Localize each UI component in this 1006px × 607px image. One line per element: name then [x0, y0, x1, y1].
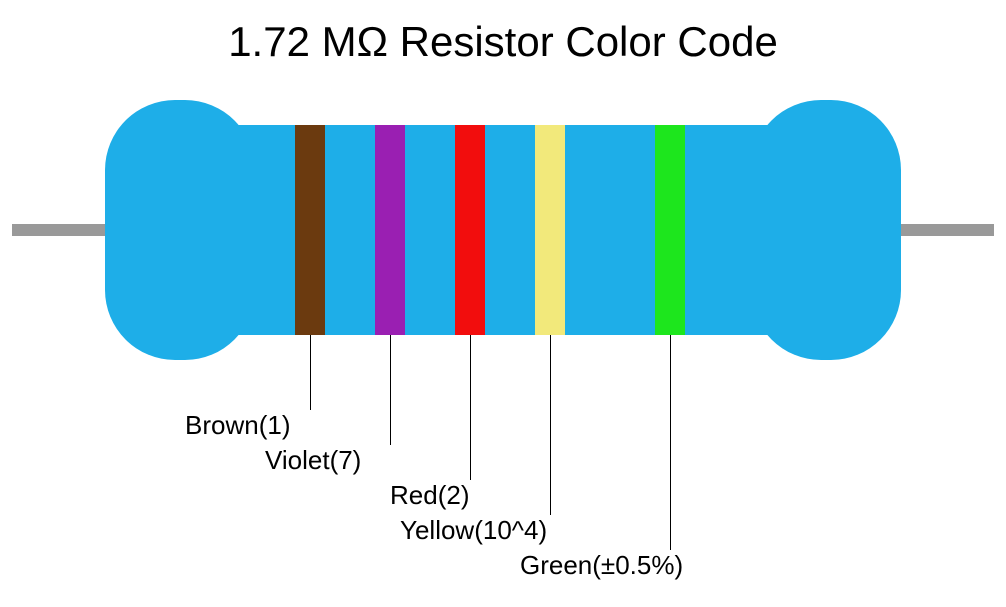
- label-red: Red(2): [390, 480, 469, 511]
- leader-brown: [310, 335, 311, 410]
- resistor-diagram: [0, 90, 1006, 370]
- band-green: [655, 125, 685, 335]
- leader-green: [670, 335, 671, 550]
- band-yellow: [535, 125, 565, 335]
- label-yellow: Yellow(10^4): [400, 515, 547, 546]
- page-title: 1.72 MΩ Resistor Color Code: [0, 18, 1006, 66]
- leader-red: [470, 335, 471, 480]
- resistor-body: [200, 125, 806, 335]
- leader-yellow: [550, 335, 551, 515]
- label-green: Green(±0.5%): [520, 550, 683, 581]
- band-brown: [295, 125, 325, 335]
- label-brown: Brown(1): [185, 410, 290, 441]
- band-red: [455, 125, 485, 335]
- leader-violet: [390, 335, 391, 445]
- label-violet: Violet(7): [265, 445, 361, 476]
- band-violet: [375, 125, 405, 335]
